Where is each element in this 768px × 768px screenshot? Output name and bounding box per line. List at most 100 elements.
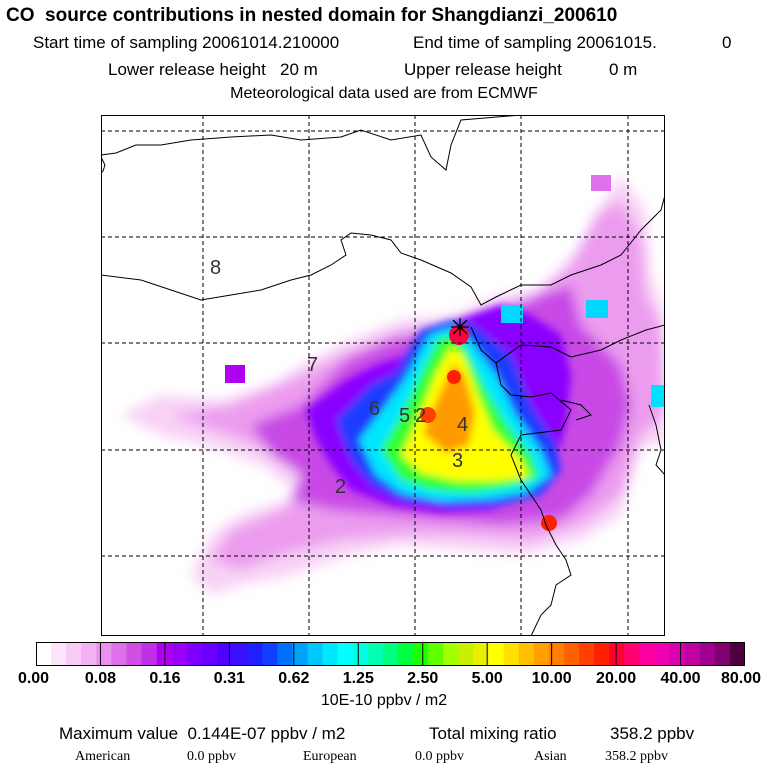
colorbar-cell bbox=[594, 642, 610, 666]
cell-ne-1 bbox=[586, 300, 608, 318]
colorbar-cell bbox=[699, 642, 716, 666]
contour-label: 5 bbox=[399, 405, 410, 427]
colorbar-cell bbox=[81, 642, 97, 666]
total-mixing-label: Total mixing ratio bbox=[429, 724, 557, 743]
colorbar-cell bbox=[141, 642, 158, 666]
colorbar-cell bbox=[669, 642, 686, 666]
colorbar-cell bbox=[96, 642, 112, 666]
receptor-site-marker bbox=[451, 318, 469, 336]
hotspot-1 bbox=[449, 325, 469, 345]
colorbar-tick-label: 0.00 bbox=[17, 670, 50, 687]
plot-title: CO source contributions in nested domain… bbox=[6, 5, 618, 26]
colorbar-cell bbox=[533, 642, 550, 666]
lower-release-height: Lower release height 20 m bbox=[108, 60, 318, 79]
colorbar-cell bbox=[232, 642, 248, 666]
colorbar-cell bbox=[217, 642, 233, 666]
colorbar-cell bbox=[684, 642, 701, 666]
colorbar-cell bbox=[624, 642, 640, 666]
hotspot-4 bbox=[541, 515, 557, 531]
colorbar-cell bbox=[111, 642, 127, 666]
total-mixing-value: 358.2 ppbv bbox=[610, 724, 695, 743]
colorbar-cell bbox=[563, 642, 580, 666]
colorbar-cell bbox=[639, 642, 655, 666]
colorbar-cell bbox=[307, 642, 324, 666]
colorbar-cell bbox=[548, 642, 565, 666]
colorbar-tick-label: 0.31 bbox=[213, 670, 245, 687]
contour-label: 7 bbox=[307, 354, 318, 376]
colorbar-cell bbox=[337, 642, 354, 666]
hotspot-3 bbox=[420, 407, 436, 423]
american-value: 0.0 ppbv bbox=[187, 749, 236, 764]
colorbar-cell bbox=[171, 642, 188, 666]
colorbar-cell bbox=[247, 642, 263, 666]
colorbar-cell bbox=[398, 642, 414, 666]
european-value: 0.0 ppbv bbox=[415, 749, 464, 764]
upper-release-height-value: 0 m bbox=[609, 60, 638, 79]
colorbar-cell bbox=[186, 642, 203, 666]
start-time-label: Start time of sampling 20061014.210000 bbox=[33, 33, 340, 52]
contour-label: 3 bbox=[452, 450, 463, 472]
colorbar-cell bbox=[518, 642, 535, 666]
colorbar-tick-label: 2.50 bbox=[407, 670, 439, 687]
cell-east bbox=[651, 385, 665, 407]
colorbar-cell bbox=[609, 642, 625, 666]
colorbar-cell bbox=[428, 642, 444, 666]
coastlines bbox=[101, 115, 665, 636]
colorbar-cell bbox=[443, 642, 459, 666]
colorbar-cell bbox=[654, 642, 670, 666]
asian-label: Asian bbox=[534, 749, 567, 764]
upper-release-height-label: Upper release height bbox=[404, 60, 562, 79]
plume-orange bbox=[423, 363, 475, 453]
colorbar-cell bbox=[488, 642, 505, 666]
colorbar-cell bbox=[382, 642, 399, 666]
colorbar-cell bbox=[292, 642, 308, 666]
colorbar-cell bbox=[262, 642, 278, 666]
hotspot-2 bbox=[447, 370, 461, 384]
colorbar-cell bbox=[473, 642, 489, 666]
colorbar-cell bbox=[126, 642, 142, 666]
colorbar-tick-label: 1.25 bbox=[342, 670, 374, 687]
cell-ne-2 bbox=[501, 305, 523, 323]
contour-label: 4 bbox=[457, 414, 468, 436]
cell-top bbox=[591, 175, 611, 191]
colorbar-cell bbox=[322, 642, 339, 666]
colorbar-tick-label: 0.16 bbox=[149, 670, 181, 687]
colorbar-tick-label: 5.00 bbox=[471, 670, 503, 687]
american-label: American bbox=[75, 749, 131, 764]
end-time-label: End time of sampling 20061015. bbox=[413, 33, 657, 52]
contour-label: 8 bbox=[210, 257, 221, 279]
colorbar-cell bbox=[413, 642, 429, 666]
maximum-value: Maximum value 0.144E-07 ppbv / m2 bbox=[59, 724, 346, 743]
colorbar-cell bbox=[36, 642, 52, 666]
cell-west bbox=[225, 365, 245, 383]
colorbar-cell bbox=[352, 642, 369, 666]
colorbar-tick-label: 0.08 bbox=[84, 670, 117, 687]
contour-label: 2 bbox=[415, 405, 426, 427]
colorbar-cell bbox=[51, 642, 67, 666]
end-time-value: 0 bbox=[722, 33, 732, 52]
colorbar-tick-label: 80.00 bbox=[720, 670, 762, 687]
met-data-label: Meteorological data used are from ECMWF bbox=[230, 85, 538, 102]
colorbar-cell bbox=[714, 642, 731, 666]
contour-label: 6 bbox=[369, 398, 380, 420]
colorbar bbox=[36, 642, 745, 666]
colorbar-cell bbox=[201, 642, 218, 666]
contour-label: 2 bbox=[335, 476, 346, 498]
colorbar-cell bbox=[503, 642, 520, 666]
colorbar-cell bbox=[729, 642, 745, 666]
colorbar-tick-label: 10.00 bbox=[531, 670, 572, 687]
colorbar-tick-label: 20.00 bbox=[596, 670, 637, 687]
colorbar-cell bbox=[367, 642, 384, 666]
colorbar-cell bbox=[458, 642, 474, 666]
colorbar-tick-label: 40.00 bbox=[660, 670, 701, 687]
colorbar-tick-label: 0.62 bbox=[278, 670, 310, 687]
european-label: European bbox=[303, 749, 357, 764]
colorbar-units: 10E-10 ppbv / m2 bbox=[320, 692, 448, 709]
colorbar-cell bbox=[277, 642, 293, 666]
plume-field bbox=[121, 175, 665, 595]
colorbar-cell bbox=[66, 642, 82, 666]
asian-value: 358.2 ppbv bbox=[605, 749, 668, 764]
contribution-map: 8 7 6 5 2 4 3 2 bbox=[101, 115, 665, 636]
colorbar-cell bbox=[579, 642, 595, 666]
lat-lon-grid bbox=[101, 115, 665, 636]
